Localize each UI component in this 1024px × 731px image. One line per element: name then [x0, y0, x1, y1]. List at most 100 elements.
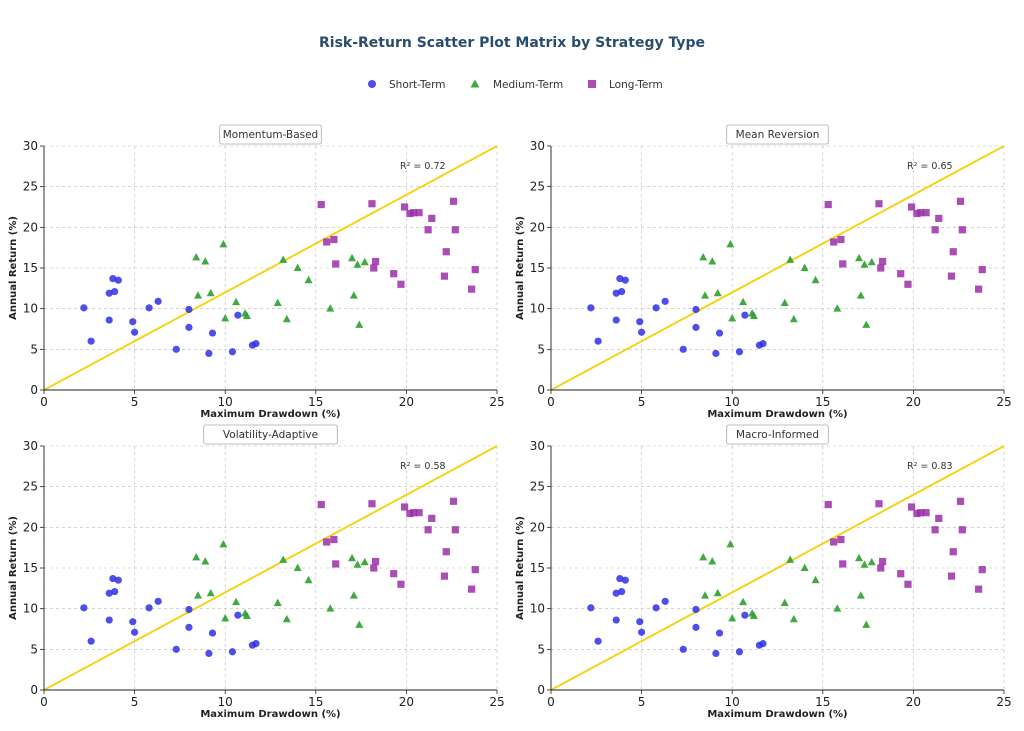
point-medium-term	[713, 588, 722, 597]
point-short-term	[145, 604, 153, 612]
point-medium-term	[348, 253, 357, 262]
point-long-term	[824, 200, 832, 209]
panel-title-box	[726, 424, 829, 445]
point-short-term	[80, 304, 88, 312]
point-short-term	[105, 616, 113, 624]
point-medium-term	[326, 604, 335, 612]
point-medium-term	[353, 260, 362, 268]
point-medium-term	[242, 311, 251, 319]
point-short-term	[109, 274, 117, 283]
panel-macro-informed: 0 5 10 15 20 25 0 5 10 15 20 25 30 Maximum Drawdown (…	[515, 424, 1012, 720]
point-long-term	[390, 270, 398, 278]
point-long-term	[897, 270, 905, 278]
x-tick-label: 15	[815, 695, 830, 709]
y-axis-label: Annual Return (%)	[8, 216, 19, 320]
point-medium-term	[282, 314, 291, 323]
point-short-term	[692, 305, 700, 314]
point-medium-term	[811, 575, 820, 584]
point-long-term	[471, 266, 479, 274]
point-medium-term	[304, 275, 313, 284]
y-tick-label: 10	[530, 602, 545, 616]
point-medium-term	[749, 311, 758, 319]
y-tick-label: 25	[23, 180, 38, 194]
x-tick-label: 20	[906, 395, 921, 409]
point-long-term	[837, 535, 845, 544]
y-tick-label: 0	[30, 683, 38, 697]
panel-title-box	[219, 124, 322, 145]
point-short-term	[145, 304, 153, 312]
point-medium-term	[726, 240, 735, 248]
point-long-term	[371, 257, 380, 266]
point-long-term	[330, 235, 338, 244]
point-medium-term	[855, 253, 864, 262]
point-short-term	[638, 328, 646, 336]
point-short-term	[129, 618, 137, 626]
legend-marker-triangle	[470, 79, 480, 88]
point-long-term	[947, 272, 956, 280]
point-long-term	[958, 526, 966, 534]
point-medium-term	[749, 611, 758, 619]
point-long-term	[839, 560, 847, 568]
point-medium-term	[739, 597, 748, 606]
point-long-term	[428, 214, 436, 222]
point-long-term	[830, 538, 838, 546]
panel-mean-reversion: 0 5 10 15 20 25 0 5 10 15 20 25 30 Maximum Drawdown (…	[515, 124, 1012, 420]
x-tick-label: 5	[131, 395, 139, 409]
point-medium-term	[221, 614, 230, 622]
panel-title: Mean Reversion	[736, 129, 820, 141]
point-short-term	[129, 318, 137, 326]
point-long-term	[323, 538, 331, 546]
y-tick-label: 0	[537, 683, 545, 697]
point-short-term	[205, 649, 213, 658]
point-long-term	[317, 200, 325, 209]
x-axis-label: Maximum Drawdown (%)	[707, 409, 847, 420]
y-tick-label: 25	[530, 480, 545, 494]
point-long-term	[370, 564, 378, 572]
point-long-term	[317, 500, 325, 509]
point-long-term	[978, 566, 986, 574]
point-long-term	[922, 509, 930, 517]
x-tick-label: 20	[399, 695, 414, 709]
trend-line	[550, 445, 1005, 691]
y-axis-label: Annual Return (%)	[8, 516, 19, 620]
legend-label: Medium-Term	[493, 79, 563, 91]
point-short-term	[172, 345, 180, 353]
x-tick-label: 15	[308, 695, 323, 709]
y-tick-label: 30	[530, 439, 545, 453]
point-short-term	[616, 574, 624, 583]
panel-title-box	[726, 124, 829, 145]
point-medium-term	[279, 255, 288, 263]
legend-label: Short-Term	[389, 79, 445, 91]
point-short-term	[587, 604, 595, 612]
x-tick-label: 20	[906, 695, 921, 709]
point-medium-term	[219, 540, 228, 548]
x-tick-label: 0	[40, 695, 48, 709]
point-short-term	[114, 576, 122, 584]
point-long-term	[958, 226, 966, 234]
point-medium-term	[800, 563, 809, 571]
point-long-term	[931, 526, 939, 534]
point-medium-term	[206, 588, 215, 597]
point-short-term	[652, 304, 660, 312]
legend-label: Long-Term	[609, 79, 663, 91]
y-tick-label: 15	[23, 561, 38, 575]
point-long-term	[922, 209, 930, 217]
point-long-term	[323, 238, 331, 246]
point-medium-term	[194, 591, 203, 599]
y-tick-label: 15	[530, 561, 545, 575]
point-long-term	[904, 280, 912, 288]
point-short-term	[612, 316, 620, 324]
point-short-term	[172, 645, 180, 653]
point-medium-term	[219, 240, 228, 248]
y-axis-label: Annual Return (%)	[515, 516, 526, 620]
point-short-term	[692, 323, 700, 331]
point-short-term	[111, 587, 119, 596]
x-tick-label: 0	[40, 395, 48, 409]
point-medium-term	[833, 304, 842, 312]
point-medium-term	[348, 553, 357, 562]
point-long-term	[935, 514, 943, 522]
x-tick-label: 0	[547, 395, 555, 409]
point-short-term	[105, 289, 113, 297]
x-tick-label: 15	[815, 395, 830, 409]
point-long-term	[468, 585, 476, 593]
